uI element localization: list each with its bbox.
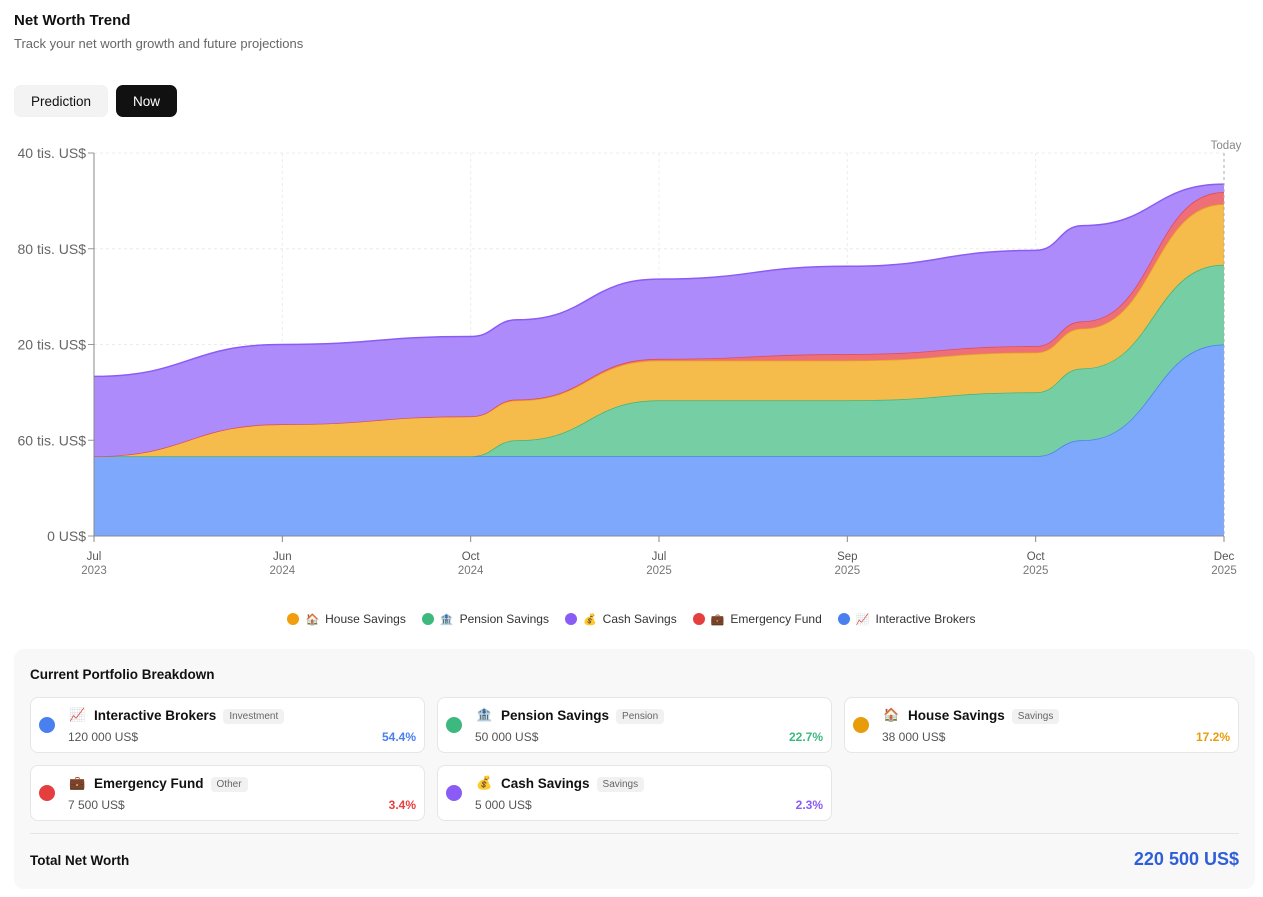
- card-category-tag: Other: [210, 777, 248, 792]
- y-tick-label: 20 tis. US$: [18, 337, 87, 353]
- card-name-text: House Savings: [908, 708, 1005, 723]
- page-subtitle: Track your net worth growth and future p…: [14, 36, 304, 51]
- card-percent: 17.2%: [1195, 730, 1230, 744]
- chart-legend: 🏠 House Savings 🏦 Pension Savings 💰 Cash Savi…: [0, 612, 1263, 626]
- card-name: Pension Savings Pension: [501, 708, 665, 724]
- x-tick-year: 2025: [646, 565, 672, 577]
- net-worth-chart[interactable]: 0 US$ 60 tis. US$ 20 tis. US$ 80 tis. US$ 40…: [0, 130, 1263, 580]
- y-tick-label: 40 tis. US$: [18, 145, 87, 161]
- page-header: Net Worth Trend Track your net worth gro…: [14, 12, 303, 51]
- card-name-text: Pension Savings: [501, 708, 610, 723]
- card-cash-savings[interactable]: 💰 Cash Savings Savings 5 000 US$ 2.3%: [437, 765, 832, 821]
- legend-label: Pension Savings: [459, 612, 549, 626]
- legend-label: Interactive Brokers: [875, 612, 976, 626]
- card-percent: 2.3%: [795, 798, 823, 812]
- legend-emoji-icon: 💼: [710, 613, 725, 626]
- area-pension-savings: [94, 264, 1224, 457]
- card-percent: 22.7%: [788, 730, 823, 744]
- y-tick-label: 60 tis. US$: [18, 432, 87, 448]
- x-tick-month: Jul: [87, 551, 102, 563]
- breakdown-title: Current Portfolio Breakdown: [30, 667, 215, 682]
- area-interactive-brokers: [94, 344, 1224, 536]
- card-color-dot: [39, 717, 55, 733]
- card-percent: 54.4%: [381, 730, 416, 744]
- card-house-savings[interactable]: 🏠 House Savings Savings 38 000 US$ 17.2%: [844, 697, 1239, 753]
- y-tick-label: 80 tis. US$: [18, 241, 87, 257]
- legend-item-house-savings[interactable]: 🏠 House Savings: [287, 612, 406, 626]
- total-net-worth-label: Total Net Worth: [30, 853, 130, 868]
- legend-color-dot: [287, 613, 300, 625]
- line-cash-savings: [93, 183, 1225, 378]
- legend-color-dot: [692, 613, 705, 625]
- card-name-text: Cash Savings: [501, 776, 590, 791]
- legend-color-dot: [564, 613, 577, 625]
- card-name: Cash Savings Savings: [501, 776, 645, 792]
- card-emoji-icon: 💰: [476, 775, 493, 790]
- today-label: Today: [1211, 140, 1242, 152]
- x-tick-month: Oct: [1027, 551, 1046, 563]
- card-color-dot: [446, 785, 462, 801]
- page-title: Net Worth Trend: [14, 12, 131, 29]
- legend-label: Emergency Fund: [730, 612, 822, 626]
- area-house-savings: [94, 204, 1224, 457]
- legend-emoji-icon: 🏦: [439, 613, 454, 626]
- card-name: House Savings Savings: [908, 708, 1060, 724]
- card-percent: 3.4%: [388, 798, 416, 812]
- card-name: Interactive Brokers Investment: [94, 708, 285, 724]
- legend-color-dot: [837, 613, 850, 625]
- x-tick-month: Jul: [652, 551, 667, 563]
- legend-emoji-icon: 📈: [855, 613, 870, 626]
- card-category-tag: Savings: [1011, 709, 1060, 724]
- card-color-dot: [446, 717, 462, 733]
- card-amount: 7 500 US$: [68, 798, 125, 812]
- portfolio-breakdown-panel: Current Portfolio Breakdown 📈 Interactive…: [14, 649, 1255, 889]
- legend-item-cash-savings[interactable]: 💰 Cash Savings: [564, 612, 677, 626]
- card-pension-savings[interactable]: 🏦 Pension Savings Pension 50 000 US$ 22.7%: [437, 697, 832, 753]
- x-tick-month: Dec: [1214, 551, 1235, 563]
- card-emoji-icon: 🏠: [883, 707, 900, 722]
- card-name-text: Interactive Brokers: [94, 708, 217, 723]
- x-tick-year: 2025: [1023, 565, 1049, 577]
- card-color-dot: [39, 785, 55, 801]
- x-tick-year: 2024: [458, 565, 484, 577]
- x-tick-year: 2025: [835, 565, 861, 577]
- card-amount: 5 000 US$: [475, 798, 532, 812]
- now-button[interactable]: Now: [116, 85, 178, 117]
- total-net-worth-value: 220 500 US$: [1133, 849, 1239, 869]
- legend-label: House Savings: [325, 612, 406, 626]
- card-amount: 120 000 US$: [68, 730, 139, 744]
- x-tick-month: Sep: [837, 551, 857, 563]
- legend-color-dot: [421, 613, 434, 625]
- legend-item-emergency-fund[interactable]: 💼 Emergency Fund: [692, 612, 822, 626]
- legend-emoji-icon: 🏠: [305, 613, 320, 626]
- legend-emoji-icon: 💰: [582, 613, 597, 626]
- card-amount: 50 000 US$: [475, 730, 539, 744]
- x-tick-year: 2024: [270, 565, 296, 577]
- x-tick-month: Oct: [462, 551, 481, 563]
- legend-item-pension-savings[interactable]: 🏦 Pension Savings: [421, 612, 549, 626]
- x-tick-year: 2023: [81, 565, 107, 577]
- x-tick-year: 2025: [1211, 565, 1237, 577]
- card-emergency-fund[interactable]: 💼 Emergency Fund Other 7 500 US$ 3.4%: [30, 765, 425, 821]
- x-tick-month: Jun: [273, 551, 292, 563]
- view-toggle: Prediction Now: [14, 85, 178, 117]
- y-tick-label: 0 US$: [47, 528, 86, 544]
- area-cash-savings: [94, 184, 1224, 457]
- card-emoji-icon: 💼: [69, 775, 86, 790]
- card-name-text: Emergency Fund: [94, 776, 204, 791]
- card-interactive-brokers[interactable]: 📈 Interactive Brokers Investment 120 000 US…: [30, 697, 425, 753]
- legend-label: Cash Savings: [602, 612, 677, 626]
- card-name: Emergency Fund Other: [94, 776, 248, 792]
- divider: [30, 833, 1239, 834]
- card-category-tag: Investment: [223, 709, 285, 724]
- card-category-tag: Pension: [616, 709, 665, 724]
- prediction-button[interactable]: Prediction: [14, 85, 109, 117]
- card-emoji-icon: 📈: [69, 707, 86, 722]
- legend-item-interactive-brokers[interactable]: 📈 Interactive Brokers: [837, 612, 976, 626]
- card-emoji-icon: 🏦: [476, 707, 493, 722]
- card-amount: 38 000 US$: [882, 730, 946, 744]
- card-category-tag: Savings: [596, 777, 645, 792]
- card-color-dot: [853, 717, 869, 733]
